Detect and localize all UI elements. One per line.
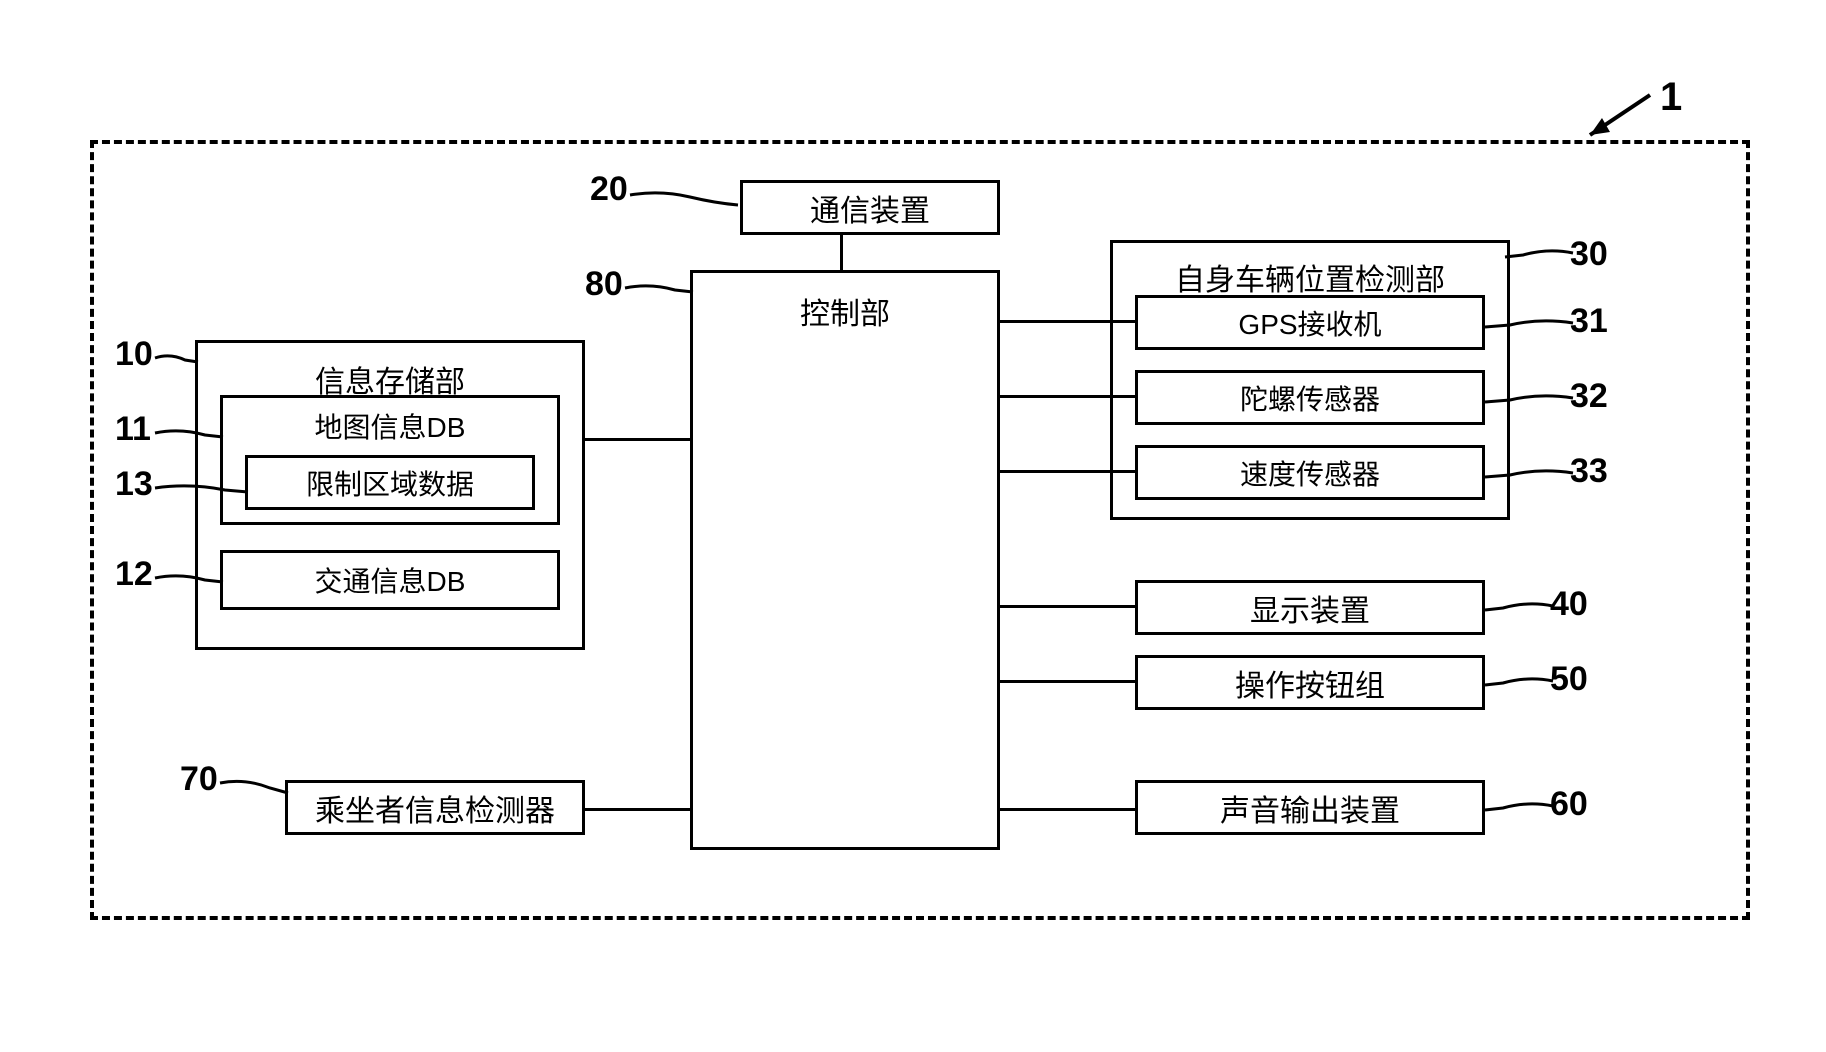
- vehicle-pos-label: 自身车辆位置检测部: [1175, 255, 1445, 299]
- comm-device-leader: [630, 185, 740, 215]
- control-unit-label: 控制部: [800, 289, 890, 333]
- restrict-data-number: 13: [115, 465, 153, 504]
- speed-sensor-block: 速度传感器: [1135, 445, 1485, 500]
- occupant-detector-block: 乘坐者信息检测器: [285, 780, 585, 835]
- display-device-block: 显示装置: [1135, 580, 1485, 635]
- map-db-leader: [155, 425, 225, 445]
- gyro-sensor-leader: [1485, 390, 1575, 410]
- system-arrow: [1560, 90, 1660, 150]
- button-group-number: 50: [1550, 660, 1588, 699]
- audio-output-label: 声音输出装置: [1220, 786, 1400, 830]
- block-diagram: 1 通信装置 20 控制部 80 信息存储部 10 地图信息DB 11 限制区域…: [40, 40, 1826, 1012]
- control-unit-number: 80: [585, 265, 623, 304]
- vehicle-pos-number: 30: [1570, 235, 1608, 274]
- vehicle-pos-leader: [1505, 245, 1575, 265]
- gps-receiver-number: 31: [1570, 302, 1608, 341]
- restrict-data-block: 限制区域数据: [245, 455, 535, 510]
- display-device-label: 显示装置: [1250, 586, 1370, 630]
- gyro-sensor-label: 陀螺传感器: [1240, 378, 1380, 418]
- button-group-label: 操作按钮组: [1235, 661, 1385, 705]
- gyro-sensor-block: 陀螺传感器: [1135, 370, 1485, 425]
- button-group-leader: [1485, 673, 1555, 693]
- occupant-detector-label: 乘坐者信息检测器: [315, 786, 555, 830]
- conn-control-speed: [1000, 470, 1138, 473]
- restrict-data-leader: [155, 480, 250, 500]
- conn-control-gyro: [1000, 395, 1138, 398]
- speed-sensor-number: 33: [1570, 452, 1608, 491]
- conn-control-audio: [1000, 808, 1138, 811]
- display-device-number: 40: [1550, 585, 1588, 624]
- conn-control-gps: [1000, 320, 1138, 323]
- speed-sensor-label: 速度传感器: [1240, 453, 1380, 493]
- comm-device-block: 通信装置: [740, 180, 1000, 235]
- gps-receiver-label: GPS接收机: [1238, 303, 1381, 343]
- audio-output-block: 声音输出装置: [1135, 780, 1485, 835]
- gps-receiver-leader: [1485, 315, 1575, 335]
- conn-info-control: [585, 438, 693, 441]
- button-group-block: 操作按钮组: [1135, 655, 1485, 710]
- comm-device-number: 20: [590, 170, 628, 209]
- traffic-db-number: 12: [115, 555, 153, 594]
- speed-sensor-leader: [1485, 465, 1575, 485]
- map-db-number: 11: [115, 410, 151, 449]
- gyro-sensor-number: 32: [1570, 377, 1608, 416]
- map-db-label: 地图信息DB: [315, 406, 466, 446]
- comm-device-label: 通信装置: [810, 186, 930, 230]
- traffic-db-label: 交通信息DB: [315, 560, 466, 600]
- traffic-db-leader: [155, 570, 225, 590]
- display-device-leader: [1485, 598, 1555, 618]
- control-unit-block: 控制部: [690, 270, 1000, 850]
- gps-receiver-block: GPS接收机: [1135, 295, 1485, 350]
- info-storage-number: 10: [115, 335, 153, 374]
- conn-control-display: [1000, 605, 1138, 608]
- restrict-data-label: 限制区域数据: [306, 463, 474, 503]
- audio-output-leader: [1485, 798, 1555, 818]
- audio-output-number: 60: [1550, 785, 1588, 824]
- conn-comm-control: [840, 235, 843, 273]
- control-unit-leader: [625, 280, 695, 300]
- system-number-label: 1: [1660, 75, 1682, 120]
- occupant-detector-number: 70: [180, 760, 218, 799]
- conn-occupant-control: [585, 808, 693, 811]
- info-storage-leader: [155, 350, 200, 370]
- traffic-db-block: 交通信息DB: [220, 550, 560, 610]
- conn-control-buttons: [1000, 680, 1138, 683]
- occupant-detector-leader: [220, 775, 290, 800]
